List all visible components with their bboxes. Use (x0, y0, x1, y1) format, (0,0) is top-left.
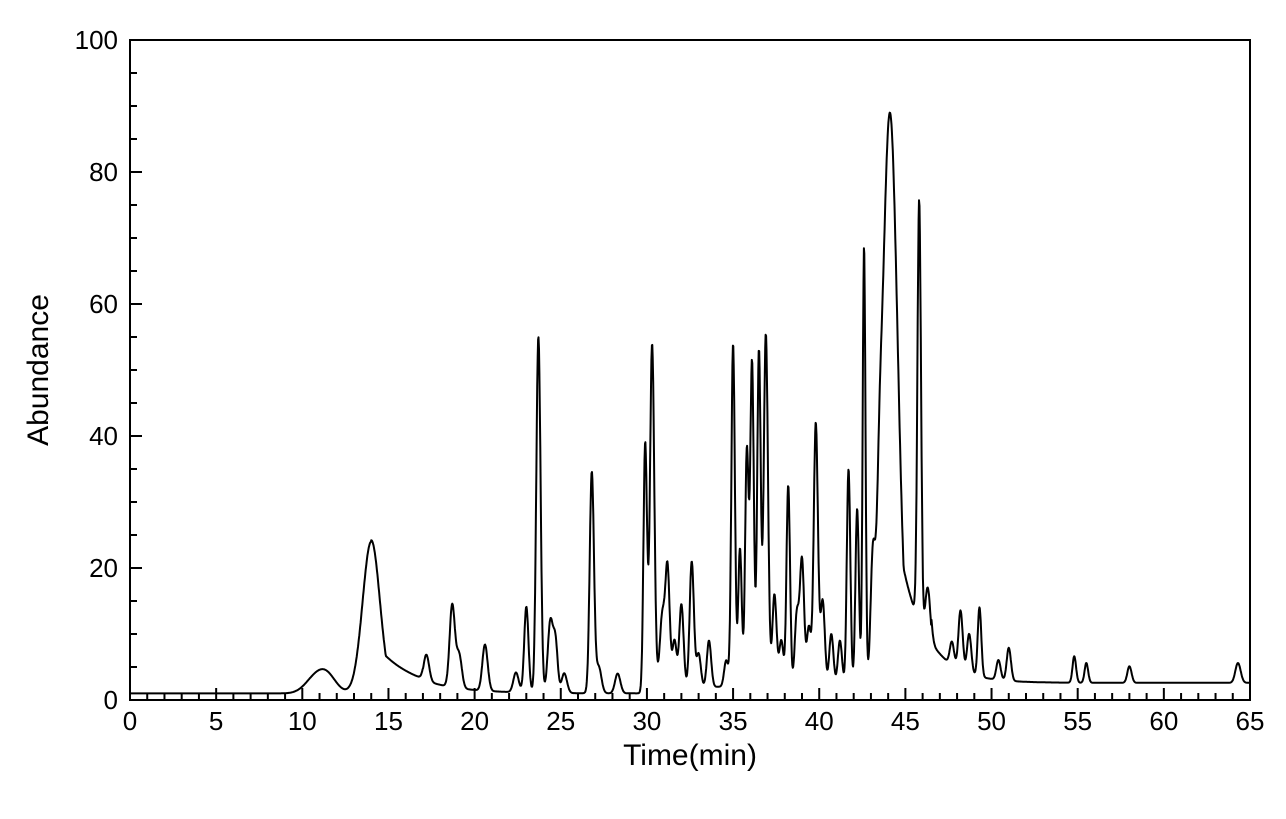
x-tick-label: 25 (546, 706, 575, 736)
x-tick-label: 5 (209, 706, 223, 736)
y-tick-label: 20 (89, 553, 118, 583)
chart-svg: 0 5 10 15 20 25 30 35 40 45 50 55 60 65 0 20 40 60 80 100 Ti… (0, 0, 1286, 819)
x-tick-label: 10 (288, 706, 317, 736)
y-axis-label: Abundance (22, 294, 55, 446)
x-tick-label: 0 (123, 706, 137, 736)
x-tick-label: 50 (977, 706, 1006, 736)
x-tick-label: 20 (460, 706, 489, 736)
x-axis-label: Time(min) (623, 739, 757, 772)
y-tick-label: 0 (104, 685, 118, 715)
chromatogram-chart: 0 5 10 15 20 25 30 35 40 45 50 55 60 65 0 20 40 60 80 100 Ti… (0, 0, 1286, 819)
x-tick-label: 15 (374, 706, 403, 736)
x-tick-label: 45 (891, 706, 920, 736)
x-tick-label: 65 (1236, 706, 1265, 736)
y-tick-label: 100 (75, 25, 118, 55)
y-tick-label: 80 (89, 157, 118, 187)
x-tick-label: 40 (805, 706, 834, 736)
y-tick-label: 60 (89, 289, 118, 319)
y-tick-label: 40 (89, 421, 118, 451)
x-tick-label: 30 (632, 706, 661, 736)
x-tick-label: 35 (719, 706, 748, 736)
x-tick-label: 60 (1149, 706, 1178, 736)
x-tick-label: 55 (1063, 706, 1092, 736)
